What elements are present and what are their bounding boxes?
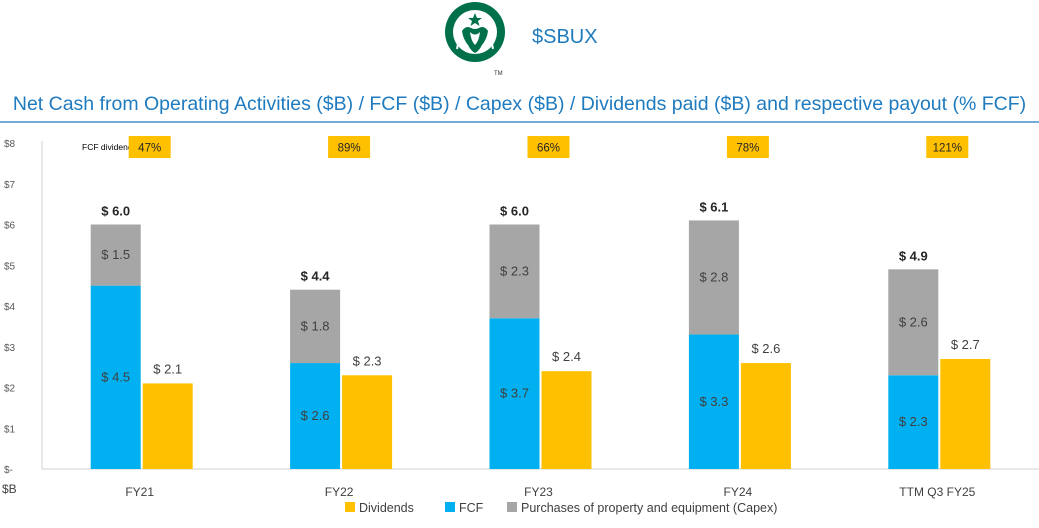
capex-data-label: $ 2.6 [899, 314, 928, 329]
dividends-bar [541, 371, 592, 469]
x-tick-label: FY22 [325, 485, 354, 499]
dividends-data-label: $ 2.7 [951, 337, 980, 352]
capex-data-label: $ 2.8 [699, 269, 728, 284]
y-tick-label: $- [4, 465, 13, 476]
payout-label: FCF dividend payout [82, 142, 161, 152]
legend-label: FCF [459, 501, 484, 515]
starbucks-logo-icon: TM [444, 1, 506, 79]
payout-badge [926, 136, 969, 158]
y-tick-label: $3 [4, 343, 16, 354]
payout-badge [527, 136, 570, 158]
capex-bar [888, 269, 939, 376]
x-tick-label: FY21 [125, 485, 154, 499]
total-data-label: $ 6.0 [101, 204, 130, 219]
legend-swatch [507, 502, 517, 512]
fcf-data-label: $ 2.3 [899, 414, 928, 429]
capex-bar [688, 220, 739, 335]
fcf-data-label: $ 2.6 [301, 408, 330, 423]
payout-badge-label: 89% [338, 143, 361, 155]
capex-data-label: $ 1.5 [101, 247, 130, 262]
y-tick-label: $5 [4, 261, 16, 272]
dividends-bar [342, 375, 393, 469]
legend-swatch [345, 502, 355, 512]
x-tick-label: FY24 [724, 485, 753, 499]
capex-data-label: $ 1.8 [301, 318, 330, 333]
y-unit-label: $B [2, 482, 17, 496]
dividends-bar [940, 358, 991, 469]
y-tick-label: $7 [4, 180, 16, 191]
ticker-label: $SBUX [532, 26, 598, 48]
legend-swatch [445, 502, 455, 512]
y-tick-label: $4 [4, 302, 16, 313]
total-data-label: $ 6.1 [699, 199, 728, 214]
capex-data-label: $ 2.3 [500, 263, 529, 278]
fcf-bar [90, 285, 141, 469]
y-tick-label: $1 [4, 424, 16, 435]
fcf-bar [290, 363, 341, 469]
x-tick-label: FY23 [524, 485, 553, 499]
fcf-data-label: $ 3.3 [699, 394, 728, 409]
fcf-bar [489, 318, 540, 469]
capex-bar [90, 224, 141, 286]
y-tick-label: $6 [4, 221, 16, 232]
fcf-bar [888, 375, 939, 469]
y-tick-label: $8 [4, 139, 16, 150]
payout-badge-label: 47% [138, 143, 161, 155]
total-data-label: $ 4.4 [301, 269, 331, 284]
total-data-label: $ 4.9 [899, 248, 928, 263]
capex-bar [290, 289, 341, 364]
payout-badge [128, 136, 171, 158]
dividends-bar [142, 383, 193, 469]
total-data-label: $ 6.0 [500, 204, 529, 219]
chart-title: Net Cash from Operating Activities ($B) … [12, 93, 1027, 115]
payout-badge-label: 66% [537, 143, 560, 155]
payout-badge [328, 136, 371, 158]
fcf-bar [688, 334, 739, 469]
dividends-bar [740, 363, 791, 469]
payout-badge [726, 136, 769, 158]
dividends-data-label: $ 2.1 [153, 361, 182, 376]
dividends-data-label: $ 2.4 [552, 349, 581, 364]
legend-label: Purchases of property and equipment (Cap… [521, 501, 777, 515]
dividends-data-label: $ 2.6 [751, 341, 780, 356]
capex-bar [489, 224, 540, 319]
payout-badge-label: 78% [736, 143, 759, 155]
dividends-data-label: $ 2.3 [353, 353, 382, 368]
y-tick-label: $2 [4, 384, 16, 395]
payout-badge-label: 121% [933, 143, 962, 155]
fcf-data-label: $ 3.7 [500, 386, 529, 401]
legend-label: Dividends [359, 501, 414, 515]
trademark-text: TM [494, 71, 503, 77]
x-tick-label: TTM Q3 FY25 [899, 485, 975, 499]
fcf-data-label: $ 4.5 [101, 369, 130, 384]
